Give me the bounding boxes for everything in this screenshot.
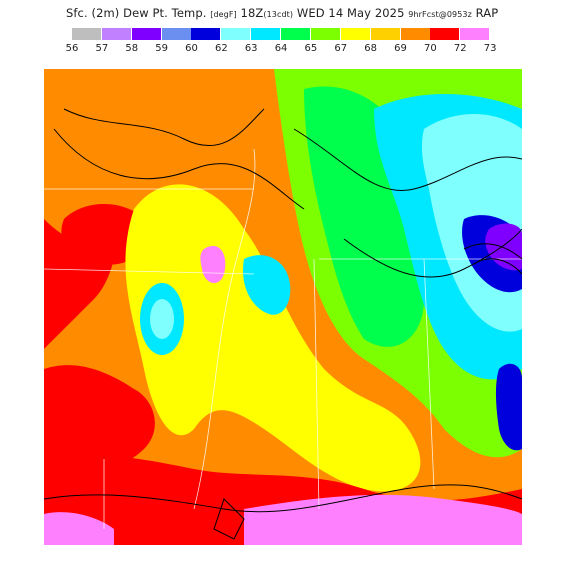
title-main: Sfc. (2m) Dew Pt. Temp. — [66, 6, 207, 20]
legend-label-58: 58 — [125, 43, 139, 54]
title-issue: (13cdt) — [263, 10, 294, 19]
central-lightcyan-blob — [150, 299, 174, 339]
legend-swatch-68 — [370, 28, 400, 40]
central-cyan-band — [243, 255, 291, 315]
legend-swatch-70 — [430, 28, 460, 40]
state-borders — [44, 148, 522, 529]
southeast-blue — [495, 363, 522, 451]
legend-swatch-69 — [400, 28, 430, 40]
legend-label-70: 70 — [424, 43, 437, 54]
legend-swatch-58 — [131, 28, 161, 40]
title-valid-time: 18Z — [240, 6, 264, 20]
contour-lines — [44, 108, 522, 540]
title-forecast: 9hrFcst@0953z — [408, 10, 472, 19]
legend-label-56: 56 — [65, 43, 79, 54]
title-model: RAP — [475, 6, 499, 20]
legend-swatch-64 — [281, 28, 311, 40]
legend-swatch-57 — [101, 28, 131, 40]
dewpoint-map — [44, 69, 522, 545]
legend-label-57: 57 — [95, 43, 109, 54]
legend-swatch-56 — [72, 28, 101, 40]
title-units: [degF] — [210, 10, 237, 19]
legend-swatch-65 — [310, 28, 340, 40]
legend-swatch-63 — [251, 28, 281, 40]
southwest-magenta — [44, 512, 114, 545]
legend-label-64: 64 — [274, 43, 288, 54]
legend-swatch-73 — [490, 28, 520, 40]
legend-swatch-59 — [161, 28, 191, 40]
legend-label-59: 59 — [155, 43, 168, 54]
title-date: WED 14 May 2025 — [296, 6, 405, 20]
map-title: Sfc. (2m) Dew Pt. Temp. [degF] 18Z(13cdt… — [66, 6, 498, 20]
legend-label-65: 65 — [304, 43, 318, 54]
legend-label-72: 72 — [453, 43, 467, 54]
legend-swatch-62 — [221, 28, 251, 40]
legend-label-68: 68 — [364, 43, 378, 54]
legend-label-73: 73 — [483, 43, 497, 54]
legend-swatch-60 — [191, 28, 221, 40]
magenta-blob-central — [200, 245, 226, 284]
legend-label-60: 60 — [185, 43, 198, 54]
legend-label-67: 67 — [334, 43, 348, 54]
legend-label-63: 63 — [244, 43, 258, 54]
gulf-magenta — [244, 494, 522, 545]
legend-label-62: 62 — [214, 43, 228, 54]
legend-swatch-72 — [460, 28, 490, 40]
legend-swatch-67 — [340, 28, 370, 40]
color-legend: 56 57 58 59 60 62 63 64 65 67 68 69 70 72 73 — [66, 28, 520, 56]
legend-label-69: 69 — [394, 43, 407, 54]
